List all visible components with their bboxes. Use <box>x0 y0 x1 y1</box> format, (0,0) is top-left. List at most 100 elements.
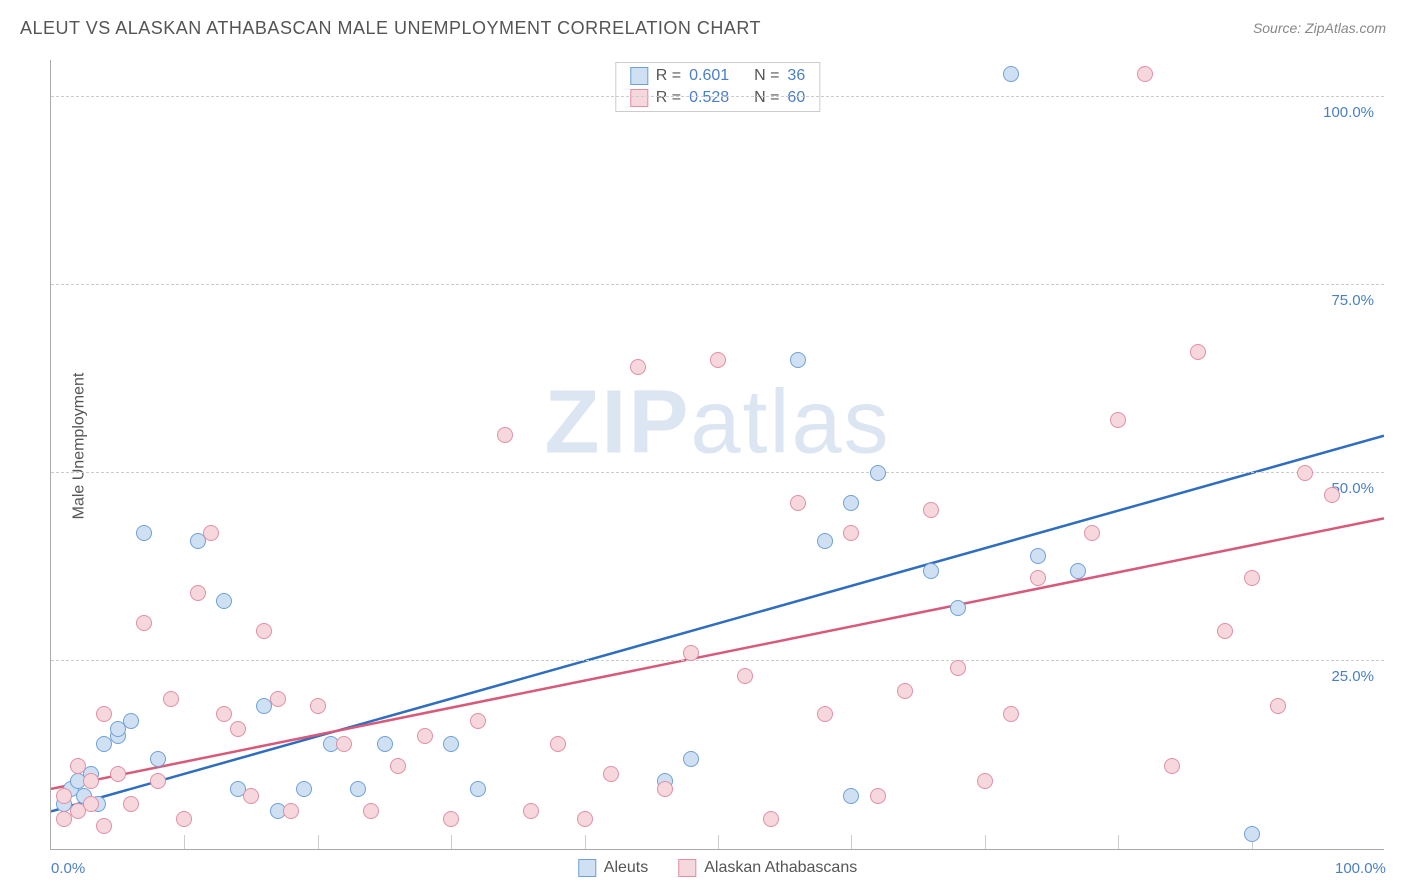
scatter-point <box>283 803 299 819</box>
scatter-point <box>950 600 966 616</box>
scatter-point <box>163 691 179 707</box>
scatter-point <box>1070 563 1086 579</box>
scatter-point <box>83 796 99 812</box>
scatter-point <box>230 721 246 737</box>
gridline-h <box>51 660 1384 661</box>
scatter-point <box>950 660 966 676</box>
scatter-point <box>1217 623 1233 639</box>
scatter-point <box>1030 548 1046 564</box>
trend-lines <box>51 60 1384 849</box>
legend-series-label: Aleuts <box>604 859 648 877</box>
n-value: 36 <box>787 67 805 85</box>
scatter-point <box>296 781 312 797</box>
scatter-point <box>577 811 593 827</box>
scatter-point <box>843 788 859 804</box>
legend-swatch <box>630 89 648 107</box>
x-minor-tick <box>585 835 586 849</box>
scatter-point <box>150 773 166 789</box>
y-tick-label: 25.0% <box>1331 668 1374 685</box>
scatter-point <box>123 796 139 812</box>
x-minor-tick <box>184 835 185 849</box>
x-minor-tick <box>318 835 319 849</box>
n-value: 60 <box>787 89 805 107</box>
scatter-point <box>1003 706 1019 722</box>
legend-swatch <box>630 67 648 85</box>
scatter-point <box>870 788 886 804</box>
legend-correlation: R = 0.601 N = 36 R = 0.528 N = 60 <box>615 62 820 112</box>
scatter-point <box>657 781 673 797</box>
x-tick-label: 100.0% <box>1335 860 1386 877</box>
scatter-point <box>96 818 112 834</box>
scatter-point <box>216 593 232 609</box>
x-minor-tick <box>451 835 452 849</box>
scatter-point <box>683 645 699 661</box>
scatter-point <box>763 811 779 827</box>
scatter-point <box>790 352 806 368</box>
scatter-point <box>136 525 152 541</box>
scatter-point <box>470 781 486 797</box>
scatter-point <box>243 788 259 804</box>
scatter-point <box>1137 66 1153 82</box>
scatter-point <box>817 706 833 722</box>
scatter-point <box>136 615 152 631</box>
scatter-point <box>603 766 619 782</box>
scatter-point <box>870 465 886 481</box>
scatter-point <box>70 758 86 774</box>
y-tick-label: 75.0% <box>1331 292 1374 309</box>
legend-swatch <box>678 859 696 877</box>
scatter-point <box>1110 412 1126 428</box>
scatter-point <box>203 525 219 541</box>
legend-series-label: Alaskan Athabascans <box>704 859 857 877</box>
scatter-point <box>550 736 566 752</box>
r-value: 0.601 <box>689 67 729 85</box>
scatter-point <box>443 736 459 752</box>
scatter-point <box>443 811 459 827</box>
r-label: R = <box>656 89 681 107</box>
scatter-point <box>523 803 539 819</box>
scatter-point <box>1244 826 1260 842</box>
legend-correlation-row: R = 0.528 N = 60 <box>630 89 805 107</box>
gridline-h <box>51 472 1384 473</box>
scatter-point <box>350 781 366 797</box>
scatter-point <box>923 563 939 579</box>
trend-line <box>51 436 1384 812</box>
scatter-point <box>83 773 99 789</box>
scatter-point <box>630 359 646 375</box>
legend-series: Aleuts Alaskan Athabascans <box>578 859 857 877</box>
gridline-h <box>51 96 1384 97</box>
scatter-point <box>377 736 393 752</box>
scatter-point <box>1270 698 1286 714</box>
scatter-point <box>1244 570 1260 586</box>
scatter-point <box>1297 465 1313 481</box>
scatter-point <box>977 773 993 789</box>
scatter-point <box>683 751 699 767</box>
legend-swatch <box>578 859 596 877</box>
chart-container: ALEUT VS ALASKAN ATHABASCAN MALE UNEMPLO… <box>0 0 1406 892</box>
scatter-point <box>270 691 286 707</box>
r-label: R = <box>656 67 681 85</box>
scatter-point <box>1084 525 1100 541</box>
x-minor-tick <box>1118 835 1119 849</box>
scatter-point <box>310 698 326 714</box>
scatter-point <box>737 668 753 684</box>
n-label: N = <box>754 67 779 85</box>
scatter-point <box>710 352 726 368</box>
scatter-point <box>390 758 406 774</box>
scatter-point <box>123 713 139 729</box>
legend-series-item: Aleuts <box>578 859 648 877</box>
scatter-point <box>363 803 379 819</box>
scatter-point <box>817 533 833 549</box>
scatter-point <box>843 525 859 541</box>
scatter-point <box>216 706 232 722</box>
x-minor-tick <box>851 835 852 849</box>
source-attribution: Source: ZipAtlas.com <box>1253 20 1386 36</box>
legend-series-item: Alaskan Athabascans <box>678 859 857 877</box>
x-tick-label: 0.0% <box>51 860 85 877</box>
scatter-point <box>790 495 806 511</box>
scatter-point <box>470 713 486 729</box>
scatter-point <box>1003 66 1019 82</box>
legend-correlation-row: R = 0.601 N = 36 <box>630 67 805 85</box>
x-minor-tick <box>718 835 719 849</box>
scatter-point <box>176 811 192 827</box>
scatter-point <box>1190 344 1206 360</box>
